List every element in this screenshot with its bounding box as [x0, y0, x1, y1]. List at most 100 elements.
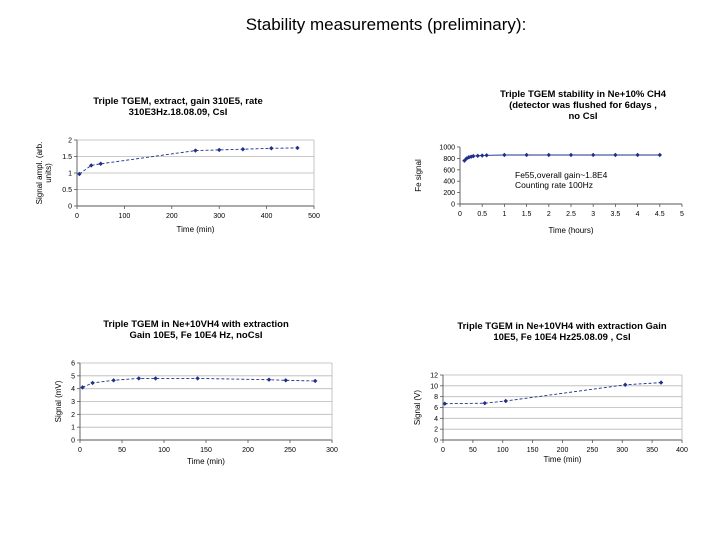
data-point-marker — [482, 400, 488, 406]
data-point-marker — [193, 148, 198, 153]
y-tick-label: 4 — [71, 386, 75, 393]
chart-gain-10e5-csi: Triple TGEM in Ne+10VH4 with extraction … — [413, 321, 688, 464]
data-point-marker — [466, 155, 472, 160]
data-point-marker — [240, 147, 246, 152]
data-point-marker — [475, 153, 480, 159]
chart-ne-ch4-6days: Triple TGEM stability in Ne+10% CH4(dete… — [414, 89, 684, 235]
x-tick-label: 300 — [213, 213, 225, 220]
x-tick-label: 5 — [680, 211, 684, 218]
data-point-marker — [503, 398, 508, 404]
data-point-marker — [269, 146, 274, 151]
x-tick-label: 250 — [284, 447, 296, 454]
x-tick-label: 100 — [497, 447, 509, 454]
data-point-marker — [90, 380, 95, 386]
chart-annotation: Counting rate 100Hz — [515, 180, 593, 190]
y-tick-label: 4 — [434, 416, 438, 423]
y-axis-label: Signal ampl. (arb. — [35, 142, 44, 205]
data-point-marker — [89, 163, 94, 168]
data-point-marker — [462, 158, 467, 163]
x-tick-label: 350 — [646, 447, 658, 454]
data-point-marker — [313, 378, 318, 384]
x-tick-label: 100 — [158, 447, 170, 454]
data-point-marker — [635, 152, 640, 158]
x-tick-label: 400 — [676, 447, 688, 454]
data-point-marker — [623, 382, 628, 387]
x-tick-label: 2.5 — [566, 211, 576, 218]
y-tick-label: 2 — [434, 427, 438, 434]
data-point-marker — [77, 171, 82, 177]
data-point-marker — [80, 385, 85, 390]
chart-title-line: Triple TGEM in Ne+10VH4 with extraction … — [457, 321, 667, 332]
y-tick-label: 6 — [434, 405, 438, 412]
x-axis-label: Time (min) — [177, 225, 215, 234]
y-tick-label: 8 — [434, 394, 438, 401]
y-tick-label: 2 — [68, 138, 72, 145]
x-tick-label: 2 — [547, 211, 551, 218]
series-line — [464, 154, 660, 162]
chart-title-line: no CsI — [568, 111, 597, 122]
data-point-marker — [484, 153, 489, 158]
y-axis-label: Fe signal — [414, 159, 423, 192]
x-tick-label: 200 — [166, 213, 178, 220]
data-point-marker — [153, 376, 158, 381]
x-tick-label: 50 — [118, 447, 126, 454]
chart-title-line: 310E3Hz.18.08.09, CsI — [129, 107, 228, 118]
x-tick-label: 300 — [326, 447, 338, 454]
x-tick-label: 100 — [119, 213, 131, 220]
data-point-marker — [266, 377, 272, 382]
page-title: Stability measurements (preliminary): — [245, 15, 527, 34]
chart-gain-310e5-csi: Triple TGEM, extract, gain 310E5, rate31… — [35, 96, 320, 234]
x-tick-label: 250 — [587, 447, 599, 454]
y-tick-label: 2 — [71, 412, 75, 419]
data-point-marker — [136, 376, 141, 381]
chart-title-line: Gain 10E5, Fe 10E4 Hz, noCsI — [129, 330, 262, 341]
data-point-marker — [546, 152, 551, 158]
y-tick-label: 0 — [71, 438, 75, 445]
x-tick-label: 0 — [441, 447, 445, 454]
y-axis-label: units) — [44, 163, 53, 183]
x-tick-label: 150 — [527, 447, 539, 454]
y-axis-label: Signal (V) — [413, 390, 422, 425]
y-tick-label: 6 — [71, 361, 75, 368]
x-axis-label: Time (min) — [544, 455, 582, 464]
y-tick-label: 200 — [443, 190, 455, 197]
y-tick-label: 0 — [451, 202, 455, 209]
y-tick-label: 5 — [71, 373, 75, 380]
data-point-marker — [295, 145, 300, 151]
x-tick-label: 1.5 — [522, 211, 532, 218]
chart-title-line: (detector was flushed for 6days , — [509, 100, 657, 111]
data-point-marker — [471, 153, 476, 159]
series-line — [79, 147, 298, 175]
chart-gain-10e5-nocsi: Triple TGEM in Ne+10VH4 with extractionG… — [54, 319, 338, 466]
data-point-marker — [195, 376, 200, 381]
x-tick-label: 400 — [261, 213, 273, 220]
y-tick-label: 400 — [443, 179, 455, 186]
x-tick-label: 50 — [469, 447, 477, 454]
y-tick-label: 12 — [430, 373, 438, 380]
y-tick-label: 1.5 — [62, 154, 72, 161]
x-axis-label: Time (hours) — [548, 226, 593, 235]
y-tick-label: 0 — [68, 204, 72, 211]
chart-title-line: 10E5, Fe 10E4 Hz25.08.09 , CsI — [493, 332, 630, 343]
y-tick-label: 1 — [71, 425, 75, 432]
x-tick-label: 3 — [591, 211, 595, 218]
y-tick-label: 1000 — [439, 145, 455, 152]
y-axis-label: Signal (mV) — [54, 380, 63, 422]
data-point-marker — [442, 401, 447, 406]
x-tick-label: 0 — [458, 211, 462, 218]
series-line — [82, 377, 316, 388]
data-point-marker — [613, 152, 618, 158]
chart-annotation: Fe55,overall gain~1.8E4 — [515, 170, 608, 180]
x-tick-label: 200 — [242, 447, 254, 454]
chart-title-line: Triple TGEM in Ne+10VH4 with extraction — [103, 319, 289, 330]
data-point-marker — [524, 152, 529, 158]
x-tick-label: 0 — [75, 213, 79, 220]
data-point-marker — [502, 152, 507, 158]
chart-title-line: Triple TGEM stability in Ne+10% CH4 — [500, 89, 667, 100]
x-tick-label: 1 — [502, 211, 506, 218]
data-point-marker — [480, 153, 485, 158]
y-tick-label: 600 — [443, 167, 455, 174]
x-tick-label: 0 — [78, 447, 82, 454]
x-tick-label: 150 — [200, 447, 212, 454]
x-tick-label: 0.5 — [477, 211, 487, 218]
